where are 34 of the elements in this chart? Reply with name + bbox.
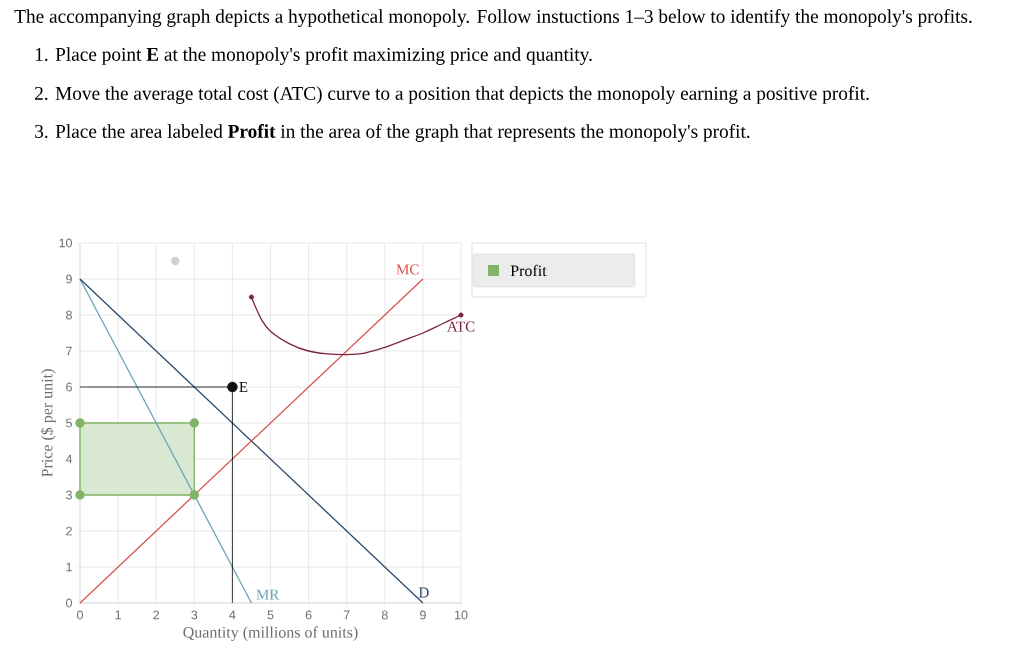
- y-tick-label: 4: [65, 454, 73, 464]
- x-axis-title: Quantity (millions of units): [183, 626, 358, 641]
- y-tick-label: 9: [66, 274, 72, 284]
- y-axis-title: Price ($ per unit): [40, 369, 56, 477]
- text: 1. Place point E at the monopoly's profit maximizing price and quantity.: [35, 47, 592, 65]
- series-label: MR: [256, 589, 280, 600]
- y-tick-label: 10: [59, 238, 72, 248]
- y-tick-label: 6: [66, 382, 72, 392]
- x-tick-label: 0: [77, 610, 83, 620]
- series-label: MC: [396, 264, 419, 275]
- text: 2. Move the average total cost (ATC) curve to a position that depicts the monopoly earning a positive profit.: [35, 86, 869, 104]
- x-tick-label: 2: [153, 610, 160, 620]
- x-tick-label: 4: [229, 610, 236, 620]
- series-label: D: [418, 587, 429, 598]
- y-tick-label: 3: [65, 490, 72, 500]
- y-tick-label: 2: [66, 526, 72, 536]
- chart-title: The accompanying graph depicts a hypothetical monopoly. Follow instuctions 1–3 below to identify the monopoly's profits.: [14, 9, 972, 27]
- series-label: E: [239, 382, 248, 392]
- y-tick-label: 0: [66, 598, 72, 608]
- x-tick-label: 5: [267, 610, 274, 620]
- y-tick-label: 8: [66, 310, 72, 320]
- text: 3. Place the area labeled Profit in the area of the graph that represents the monopoly's profit.: [35, 124, 750, 142]
- y-tick-label: 7: [66, 346, 72, 356]
- x-tick-label: 3: [191, 610, 198, 620]
- y-tick-label: 1: [66, 562, 72, 572]
- x-tick-label: 9: [420, 610, 426, 620]
- x-tick-label: 8: [381, 610, 388, 620]
- y-tick-label: 5: [66, 418, 72, 428]
- series-label: ATC: [446, 321, 475, 332]
- x-tick-label: 7: [343, 610, 350, 620]
- legend-label: Profit: [510, 264, 547, 277]
- x-tick-label: 10: [455, 610, 468, 620]
- x-tick-label: 1: [115, 610, 121, 620]
- x-tick-label: 6: [305, 610, 312, 620]
